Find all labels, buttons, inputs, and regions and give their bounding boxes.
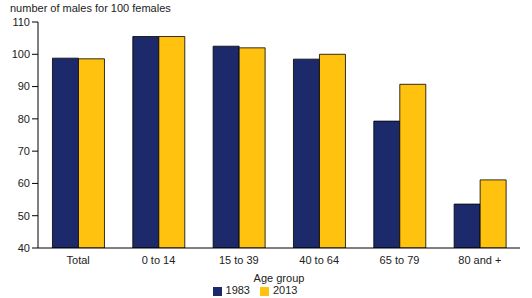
svg-text:80 and +: 80 and + — [458, 254, 501, 266]
svg-text:90: 90 — [18, 80, 30, 92]
svg-text:70: 70 — [18, 145, 30, 157]
svg-text:40: 40 — [18, 242, 30, 254]
svg-text:110: 110 — [12, 16, 30, 28]
svg-text:Age group: Age group — [254, 272, 305, 284]
svg-text:80: 80 — [18, 113, 30, 125]
svg-text:0 to 14: 0 to 14 — [142, 254, 176, 266]
svg-text:Total: Total — [67, 254, 90, 266]
svg-text:60: 60 — [18, 177, 30, 189]
html-text:2013: 2013 — [273, 284, 298, 296]
svg-text:50: 50 — [18, 210, 30, 222]
svg-text:65 to 79: 65 to 79 — [380, 254, 420, 266]
svg-text:15 to 39: 15 to 39 — [219, 254, 259, 266]
svg-text:100: 100 — [12, 48, 30, 60]
html-text:number of males for 100 female: number of males for 100 females — [10, 2, 171, 14]
svg-text:40 to 64: 40 to 64 — [299, 254, 339, 266]
html-text:1983: 1983 — [225, 284, 250, 296]
